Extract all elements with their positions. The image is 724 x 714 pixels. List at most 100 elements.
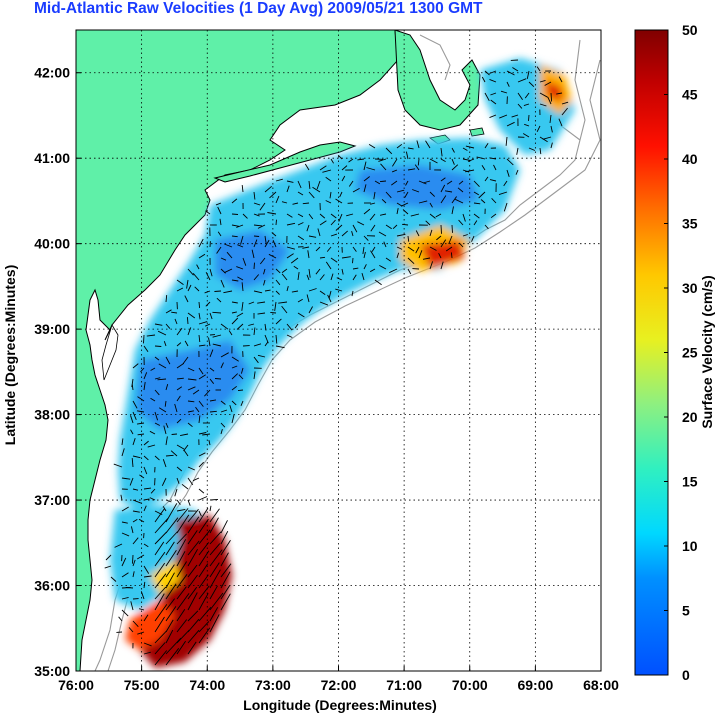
velocity-arrow [154,323,163,326]
velocity-arrow [308,180,311,189]
velocity-arrow [209,410,217,413]
velocity-arrow [558,76,563,83]
velocity-arrow [370,202,376,205]
velocity-arrow [138,608,145,611]
velocity-arrow [187,284,192,292]
velocity-arrow [132,554,134,564]
colorbar-tick-label: 15 [682,474,698,490]
velocity-arrow [328,290,332,299]
velocity-arrow [231,311,237,314]
velocity-arrow [217,231,222,237]
velocity-arrow [275,334,278,344]
velocity-arrow [198,374,206,380]
velocity-arrow [326,246,332,252]
velocity-arrow [440,195,447,204]
velocity-arrow [544,81,552,86]
velocity-arrow [489,179,497,182]
velocity-arrow [154,630,167,644]
velocity-arrow [528,81,535,88]
velocity-arrow [319,290,326,295]
velocity-arrow [522,133,530,138]
velocity-arrow [176,418,182,424]
velocity-arrow [503,202,508,212]
velocity-arrow [539,92,548,98]
velocity-arrow [186,317,189,325]
velocity-arrow [132,559,136,567]
velocity-arrow [418,200,428,204]
velocity-arrow [410,213,420,217]
velocity-arrow [187,610,199,622]
velocity-arrow [253,202,261,206]
velocity-arrow [308,306,313,314]
velocity-arrow [539,103,547,107]
velocity-arrow [511,114,519,118]
velocity-arrow [275,290,280,295]
grid-lines [76,30,601,671]
velocity-arrow [264,341,269,347]
velocity-arrow [329,191,332,199]
velocity-arrow [104,565,112,569]
velocity-arrow [176,508,186,512]
velocity-arrow [491,197,497,204]
velocity-arrow [231,235,238,238]
velocity-arrow [396,189,405,193]
velocity-arrow [319,256,326,259]
velocity-arrow [407,257,415,265]
velocity-arrow [325,261,332,270]
velocity-arrow [257,224,266,229]
velocity-arrow [286,180,294,183]
velocity-arrow [143,565,150,574]
velocity-arrow [499,114,508,119]
velocity-arrow [251,249,255,259]
velocity-arrow [137,433,145,436]
velocity-arrow [278,301,288,304]
velocity-arrow [438,252,442,259]
x-tick-label: 69:00 [517,677,553,693]
velocity-arrow [400,202,409,207]
velocity-arrow [121,557,127,567]
velocity-arrow [240,400,244,406]
velocity-arrow [374,180,381,185]
velocity-arrow [198,627,211,644]
velocity-arrow [130,415,134,424]
velocity-arrow [130,429,134,435]
velocity-arrow [429,229,433,237]
velocity-arrow [165,323,171,329]
velocity-arrow [198,367,204,375]
velocity-arrow [154,586,167,600]
y-tick-label: 40:00 [34,236,70,252]
velocity-arrow [526,70,530,79]
velocity-arrow [352,246,357,252]
velocity-arrow [378,158,387,162]
velocity-arrow [281,268,288,273]
velocity-arrow [291,290,299,293]
velocity-arrow [105,554,112,561]
velocity-arrow [407,246,415,252]
velocity-arrow [187,548,198,567]
velocity-arrow [451,147,455,153]
velocity-arrow [165,598,175,611]
velocity-arrow [198,334,201,343]
velocity-arrow [176,514,190,534]
velocity-arrow [352,274,357,281]
velocity-arrow [440,177,446,182]
velocity-arrow [198,461,205,468]
velocity-arrow [198,507,209,523]
velocity-arrow [149,497,156,501]
velocity-arrow [209,562,220,578]
velocity-arrow [154,604,168,622]
velocity-arrow [236,323,244,330]
velocity-arrow [236,224,244,228]
velocity-arrow [304,163,310,171]
velocity-arrow [422,180,431,184]
velocity-arrow [308,235,317,238]
colorbar-tick-label: 35 [682,216,698,232]
velocity-arrow [369,213,376,221]
velocity-arrow [198,344,206,347]
velocity-arrow [330,158,334,164]
velocity-arrow [302,202,310,205]
x-tick-label: 75:00 [124,677,160,693]
velocity-arrow [237,276,244,281]
velocity-arrow [154,422,161,426]
velocity-arrow [209,569,221,589]
